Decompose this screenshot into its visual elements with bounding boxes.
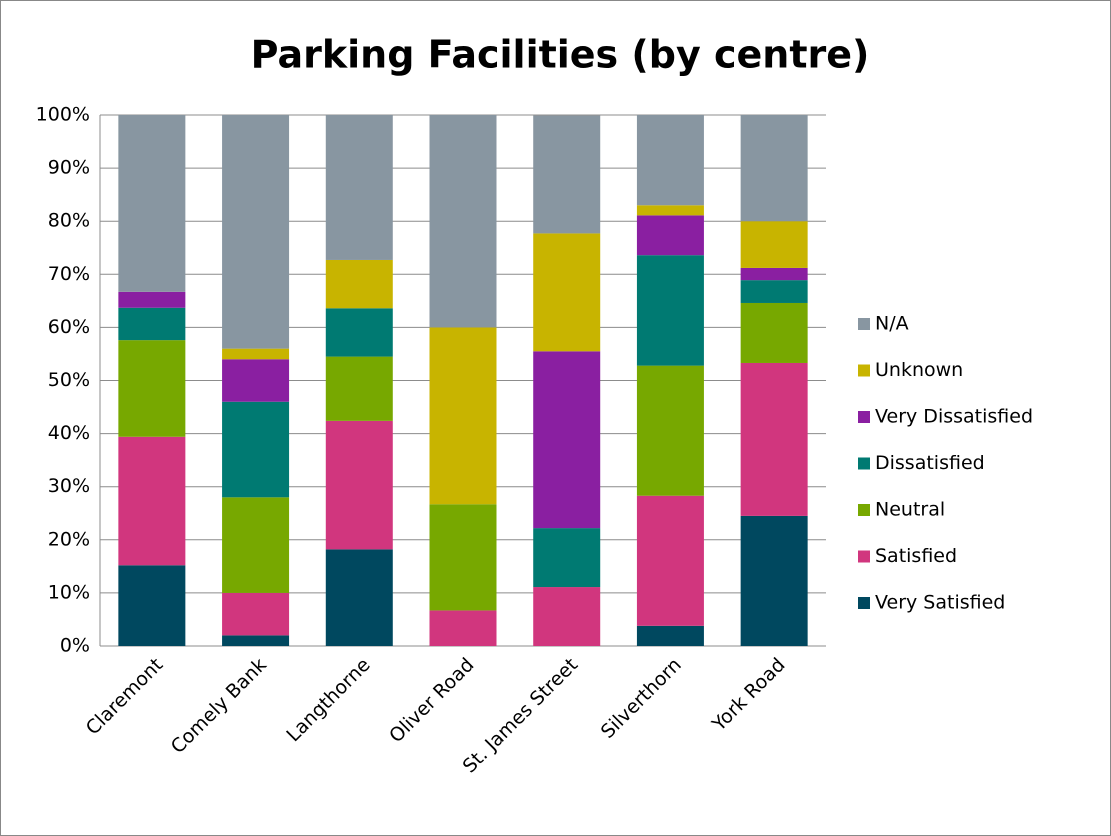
bar-segment (636, 365, 704, 496)
bar-segment (222, 401, 290, 498)
bar-segment (429, 115, 497, 328)
bar-segment (429, 327, 497, 505)
bar-segment (118, 307, 186, 341)
legend-label: Very Dissatisfied (875, 406, 1033, 428)
bar-segment (325, 420, 393, 550)
bar-segment (118, 340, 186, 437)
bar-segment (429, 610, 497, 646)
bar-segment (325, 308, 393, 357)
bar-segment (740, 302, 808, 363)
bar-segment (118, 115, 186, 292)
bar-segment (533, 233, 601, 352)
bar-segment (222, 497, 290, 593)
bar-segment (429, 504, 497, 611)
bar-segment (533, 528, 601, 588)
bar-segment (222, 592, 290, 636)
y-tick-label: 0% (60, 635, 90, 657)
bar-segment (636, 625, 704, 646)
legend-swatch (858, 457, 870, 470)
legend-label: Dissatisfied (875, 452, 985, 474)
bar-segment (118, 565, 186, 646)
legend-swatch (858, 504, 870, 516)
bar-segment (636, 215, 704, 256)
bar-segment (740, 115, 808, 222)
legend-label: N/A (875, 313, 909, 335)
y-tick-label: 70% (48, 263, 90, 285)
bar-segment (222, 635, 290, 646)
bar-segment (325, 356, 393, 421)
legend-label: Very Satisfied (875, 592, 1005, 614)
y-tick-label: 20% (48, 528, 90, 550)
bar-segment (740, 280, 808, 303)
bar-segment (222, 115, 290, 349)
bar-segment (636, 255, 704, 366)
y-tick-label: 30% (48, 475, 90, 497)
bar-segment (118, 436, 186, 566)
bar-segment (636, 495, 704, 626)
bar-segment (325, 115, 393, 260)
legend-label: Neutral (875, 499, 945, 521)
bar-segment (533, 351, 601, 529)
bar-segment (740, 267, 808, 281)
bar-segment (740, 221, 808, 268)
bar-segment (222, 359, 290, 402)
legend-label: Satisfied (875, 545, 957, 567)
y-tick-label: 40% (48, 422, 90, 444)
bar-segment (533, 587, 601, 646)
y-tick-label: 100% (36, 104, 90, 126)
legend-swatch (858, 318, 870, 330)
bar-segment (222, 348, 290, 360)
chart-title: Parking Facilities (by centre) (251, 33, 870, 77)
bar-segment (118, 291, 186, 308)
legend-swatch (858, 411, 870, 423)
y-tick-label: 80% (48, 210, 90, 232)
bar-segment (325, 259, 393, 309)
bar-segment (533, 115, 601, 234)
bar-segment (325, 549, 393, 646)
legend-label: Unknown (875, 359, 963, 381)
bar-segment (636, 115, 704, 206)
bar-segment (740, 362, 808, 516)
y-tick-label: 50% (48, 369, 90, 391)
y-tick-label: 90% (48, 157, 90, 179)
y-tick-label: 60% (48, 316, 90, 338)
bar-segment (636, 205, 704, 216)
legend-swatch (858, 597, 870, 609)
legend-swatch (858, 550, 870, 563)
legend-swatch (858, 364, 870, 377)
y-tick-label: 10% (48, 581, 90, 603)
bar-segment (740, 515, 808, 646)
